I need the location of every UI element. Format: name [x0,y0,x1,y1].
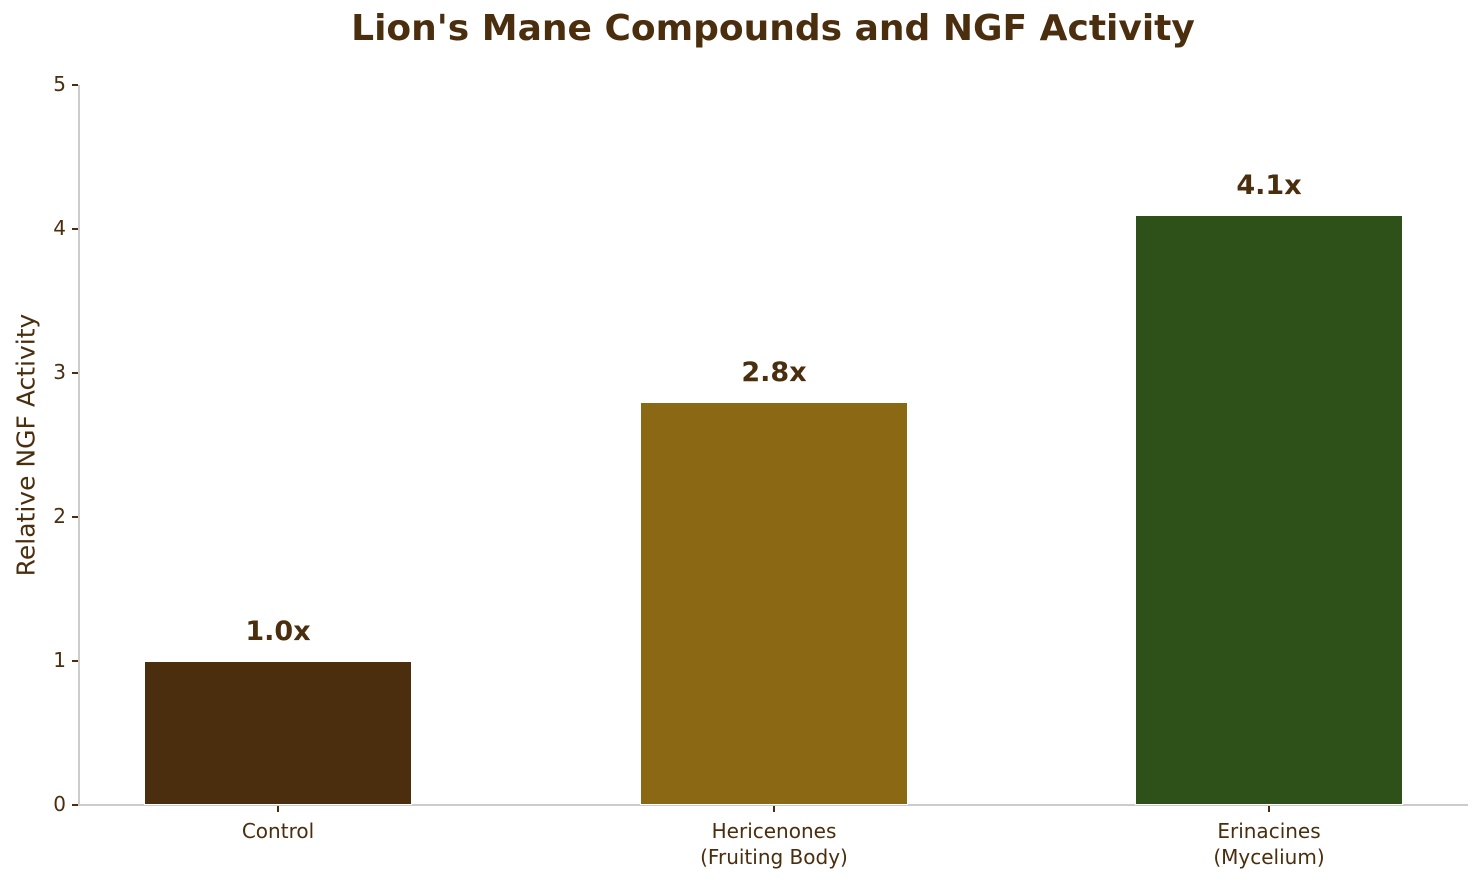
y-tick [72,516,78,518]
y-tick-label: 1 [53,648,66,672]
x-tick [773,806,775,812]
y-axis-label: Relative NGF Activity [11,313,41,577]
y-tick [72,804,78,806]
y-tick-label: 2 [53,504,66,528]
x-tick-label: Erinacines (Mycelium) [1213,819,1325,869]
y-tick-label: 3 [53,360,66,384]
y-tick-label: 4 [53,216,66,240]
y-tick [72,228,78,230]
bar-value-label: 1.0x [245,616,311,647]
x-tick [1268,806,1270,812]
bar [1135,214,1403,805]
x-tick [277,806,279,812]
bar-value-label: 4.1x [1236,169,1302,201]
x-tick-label: Control [241,819,315,843]
y-axis-line [78,85,80,806]
y-tick [72,660,78,662]
chart-title: Lion's Mane Compounds and NGF Activity [351,8,1195,49]
bar [144,661,412,805]
y-tick [72,84,78,86]
y-tick-label: 0 [53,792,66,816]
x-tick-label: Hericenones (Fruiting Body) [700,819,848,869]
y-tick-label: 5 [53,72,66,96]
bar [640,401,908,805]
y-tick [72,372,78,374]
x-axis-line [78,804,1468,806]
bar-value-label: 2.8x [741,356,807,388]
